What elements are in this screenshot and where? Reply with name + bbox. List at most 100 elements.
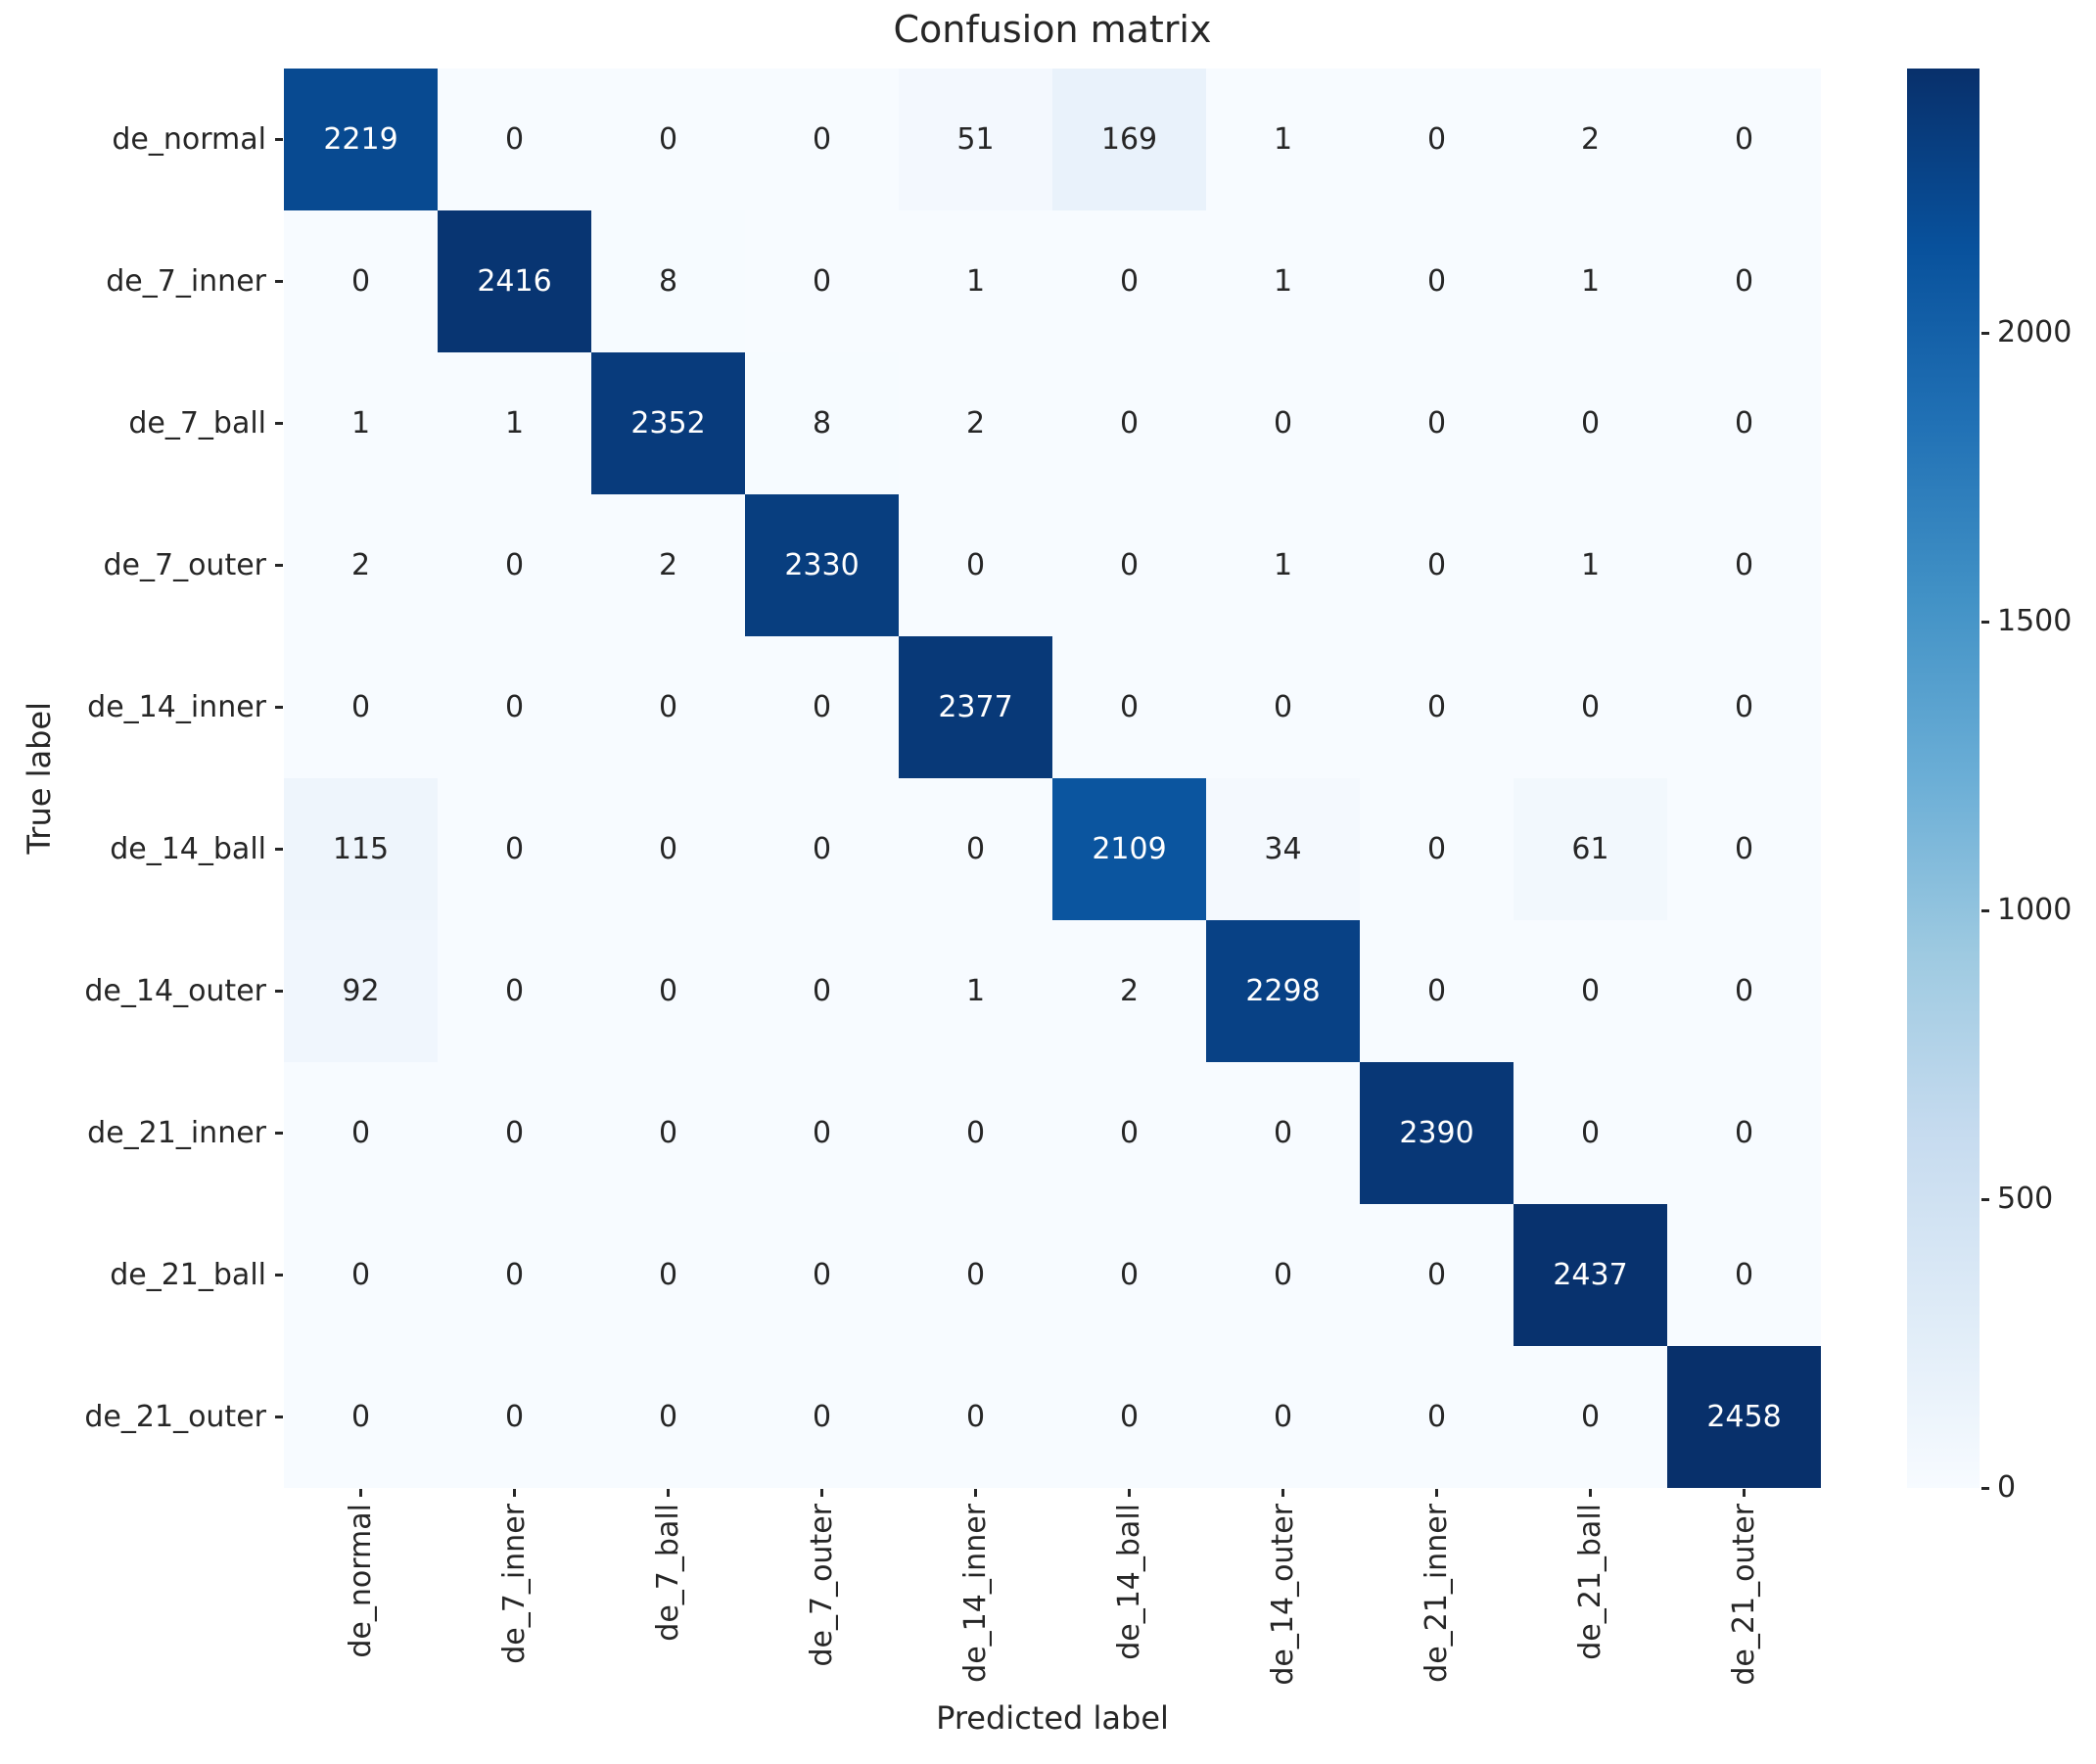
y-tick-label: de_7_outer	[103, 547, 266, 582]
heatmap-cell: 8	[745, 352, 899, 494]
colorbar-tick-label: 0	[1997, 1470, 2017, 1505]
heatmap-cell: 0	[284, 210, 438, 352]
y-tick-label: de_7_ball	[128, 405, 266, 441]
y-tick-label: de_14_inner	[87, 689, 266, 724]
heatmap-cell: 0	[1052, 1346, 1206, 1488]
heatmap-cell: 169	[1052, 69, 1206, 210]
heatmap-cell: 0	[745, 1204, 899, 1346]
heatmap-cell: 0	[899, 1062, 1052, 1204]
heatmap-cell: 0	[899, 778, 1052, 920]
x-tick-mark	[1589, 1489, 1592, 1497]
x-tick-label: de_normal	[343, 1504, 378, 1658]
heatmap-cell: 0	[284, 1204, 438, 1346]
heatmap-cell: 1	[1206, 494, 1360, 636]
heatmap-cell: 1	[438, 352, 591, 494]
colorbar-tick-mark	[1981, 331, 1989, 335]
heatmap-cell: 0	[1052, 494, 1206, 636]
heatmap-cell: 2	[284, 494, 438, 636]
heatmap-cell: 2458	[1667, 1346, 1821, 1488]
heatmap-cell: 2377	[899, 636, 1052, 778]
heatmap-cell: 1	[1206, 210, 1360, 352]
y-tick-label: de_7_inner	[106, 263, 266, 299]
x-tick-label: de_14_outer	[1265, 1504, 1300, 1686]
heatmap-cell: 92	[284, 920, 438, 1062]
heatmap-cell: 0	[438, 1346, 591, 1488]
y-tick-label: de_21_inner	[87, 1115, 266, 1150]
heatmap-cell: 0	[745, 920, 899, 1062]
heatmap-cell: 0	[438, 636, 591, 778]
y-tick-label: de_normal	[112, 121, 266, 157]
heatmap-cell: 115	[284, 778, 438, 920]
heatmap-cell: 0	[1206, 1204, 1360, 1346]
heatmap-cell: 0	[1206, 352, 1360, 494]
y-axis-label-wrap: True label	[18, 69, 61, 1488]
heatmap-cell: 0	[745, 210, 899, 352]
x-tick-mark	[1128, 1489, 1131, 1497]
y-tick-mark	[275, 138, 283, 141]
heatmap-cell: 0	[1360, 69, 1514, 210]
heatmap-cell: 0	[1052, 636, 1206, 778]
heatmap-cell: 1	[284, 352, 438, 494]
colorbar-tick-mark	[1981, 1197, 1989, 1201]
heatmap-cell: 0	[1667, 210, 1821, 352]
heatmap-cell: 2	[591, 494, 745, 636]
heatmap-cell: 0	[1667, 636, 1821, 778]
heatmap-cell: 1	[899, 210, 1052, 352]
heatmap-cell: 0	[1206, 1062, 1360, 1204]
colorbar-tick-label: 1500	[1997, 604, 2073, 639]
colorbar-tick-mark	[1981, 620, 1989, 624]
heatmap-cell: 0	[591, 1204, 745, 1346]
heatmap-cell: 0	[745, 1346, 899, 1488]
heatmap-cell: 0	[591, 1346, 745, 1488]
heatmap-cell: 2330	[745, 494, 899, 636]
heatmap-cell: 0	[438, 920, 591, 1062]
heatmap-cell: 0	[1206, 636, 1360, 778]
heatmap-cell: 0	[899, 1346, 1052, 1488]
heatmap-cell: 0	[438, 1062, 591, 1204]
heatmap-cell: 0	[1667, 1204, 1821, 1346]
y-tick-label: de_21_outer	[84, 1399, 266, 1434]
y-tick-mark	[275, 706, 283, 709]
y-tick-mark	[275, 990, 283, 993]
heatmap-cell: 0	[1360, 210, 1514, 352]
x-tick-label: de_21_outer	[1726, 1504, 1761, 1686]
heatmap-cell: 0	[284, 636, 438, 778]
x-tick-mark	[667, 1489, 670, 1497]
heatmap-cell: 0	[745, 636, 899, 778]
y-tick-label: de_14_outer	[84, 973, 266, 1008]
x-tick-label: de_14_inner	[957, 1504, 993, 1683]
x-axis-label: Predicted label	[936, 1699, 1169, 1737]
heatmap-cell: 0	[591, 69, 745, 210]
colorbar-tick-mark	[1981, 908, 1989, 912]
heatmap-cell: 0	[745, 1062, 899, 1204]
y-tick-mark	[275, 422, 283, 425]
heatmap-cell: 0	[1667, 69, 1821, 210]
x-tick-mark	[1435, 1489, 1438, 1497]
heatmap-cell: 0	[1514, 352, 1667, 494]
heatmap-cell: 34	[1206, 778, 1360, 920]
heatmap-cell: 2	[1514, 69, 1667, 210]
y-tick-mark	[275, 280, 283, 283]
x-tick-mark	[359, 1489, 362, 1497]
heatmap-cell: 0	[1052, 1062, 1206, 1204]
heatmap-cell: 0	[899, 494, 1052, 636]
heatmap-cell: 0	[1052, 210, 1206, 352]
y-tick-mark	[275, 1132, 283, 1135]
heatmap-cell: 0	[1360, 778, 1514, 920]
colorbar-tick-mark	[1981, 1486, 1989, 1490]
heatmap-cell: 0	[1667, 920, 1821, 1062]
heatmap-cell: 0	[284, 1346, 438, 1488]
heatmap-cell: 0	[438, 778, 591, 920]
heatmap-cell: 2	[1052, 920, 1206, 1062]
heatmap-cell: 2352	[591, 352, 745, 494]
heatmap-cell: 0	[1667, 352, 1821, 494]
heatmap-cell: 0	[1514, 920, 1667, 1062]
heatmap-cell: 0	[1667, 1062, 1821, 1204]
heatmap-cell: 2390	[1360, 1062, 1514, 1204]
heatmap-cell: 61	[1514, 778, 1667, 920]
y-tick-label: de_21_ball	[110, 1257, 266, 1292]
x-tick-label: de_21_inner	[1419, 1504, 1454, 1683]
heatmap-cell: 0	[1360, 352, 1514, 494]
heatmap-cell: 0	[591, 1062, 745, 1204]
